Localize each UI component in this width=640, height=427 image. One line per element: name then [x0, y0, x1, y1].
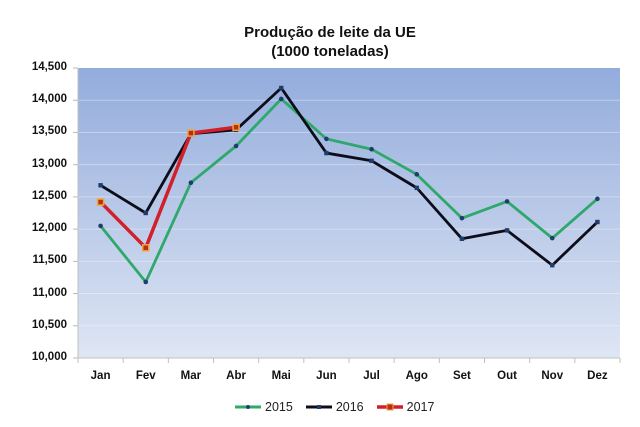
data-point-marker [595, 219, 600, 225]
x-tick-label: Jun [316, 370, 337, 382]
y-tick-label: 13,500 [31, 125, 67, 138]
legend-label: 2016 [335, 400, 364, 414]
legend-swatch-2016-icon [305, 405, 332, 409]
data-point-marker [414, 172, 420, 177]
legend-label: 2017 [406, 400, 435, 414]
data-point-marker [595, 196, 600, 202]
legend-swatch-2017-icon [376, 403, 403, 411]
chart-subtitle: (1000 toneladas) [271, 43, 389, 60]
data-point-marker [549, 235, 555, 241]
y-tick-label: 10,500 [31, 318, 67, 331]
plot-background [78, 68, 620, 358]
x-tick-label: Fev [135, 370, 156, 382]
x-tick-label: Out [497, 370, 517, 382]
chart-title: Produção de leite da UE [244, 24, 416, 41]
x-tick-label: Dez [587, 370, 608, 382]
gridlines [78, 99, 620, 327]
data-point-marker [459, 215, 465, 221]
data-point-marker [324, 136, 329, 142]
x-tick-label: Abr [226, 370, 246, 382]
data-point-marker [414, 185, 419, 191]
data-point-marker [369, 146, 374, 152]
x-tick-label: Nov [541, 370, 564, 382]
series-line-2016 [99, 86, 599, 267]
y-tick-label: 12,000 [31, 222, 67, 235]
data-point-marker [143, 210, 148, 216]
legend-label: 2015 [265, 400, 293, 414]
legend-swatch-2015-icon [235, 405, 261, 409]
x-tick-label: Jan [90, 370, 111, 382]
data-point-marker [459, 236, 465, 241]
y-tick-label: 13,000 [31, 157, 67, 170]
data-point-marker [143, 279, 149, 285]
x-tick-label: Mar [180, 370, 202, 382]
series-line-2015 [99, 97, 599, 284]
data-point-marker [142, 244, 150, 252]
data-point-marker [233, 143, 239, 149]
axes [73, 67, 621, 363]
x-tick-label: Jul [363, 370, 380, 382]
data-point-marker [504, 199, 510, 204]
y-tick-label: 11,500 [32, 254, 67, 267]
data-point-marker [187, 129, 195, 137]
y-tick-label: 14,000 [31, 93, 67, 106]
series-lines [96, 85, 600, 285]
data-point-marker [324, 150, 329, 156]
y-tick-label: 14,500 [31, 61, 67, 73]
data-point-marker [279, 85, 284, 91]
x-tick-label: Mai [271, 370, 291, 382]
x-tick-label: Ago [405, 370, 428, 382]
legend: 2015 2016 2017 [234, 398, 446, 416]
legend-item-2015: 2015 [234, 400, 293, 414]
series-line-2017 [99, 125, 237, 250]
data-point-marker [98, 183, 103, 188]
data-point-marker [550, 263, 555, 268]
data-point-marker [188, 180, 194, 186]
legend-item-2016: 2016 [305, 400, 364, 414]
y-tick-label: 11,000 [32, 286, 67, 299]
data-point-marker [96, 198, 105, 206]
data-point-marker [98, 223, 103, 229]
data-point-marker [278, 96, 284, 102]
x-tick-label: Set [452, 370, 471, 382]
data-point-marker [232, 123, 240, 132]
y-tick-label: 12,500 [31, 189, 67, 202]
data-point-marker [369, 158, 374, 163]
data-point-marker [504, 228, 510, 233]
legend-item-2017: 2017 [376, 400, 435, 414]
y-tick-label: 10,000 [31, 351, 67, 363]
